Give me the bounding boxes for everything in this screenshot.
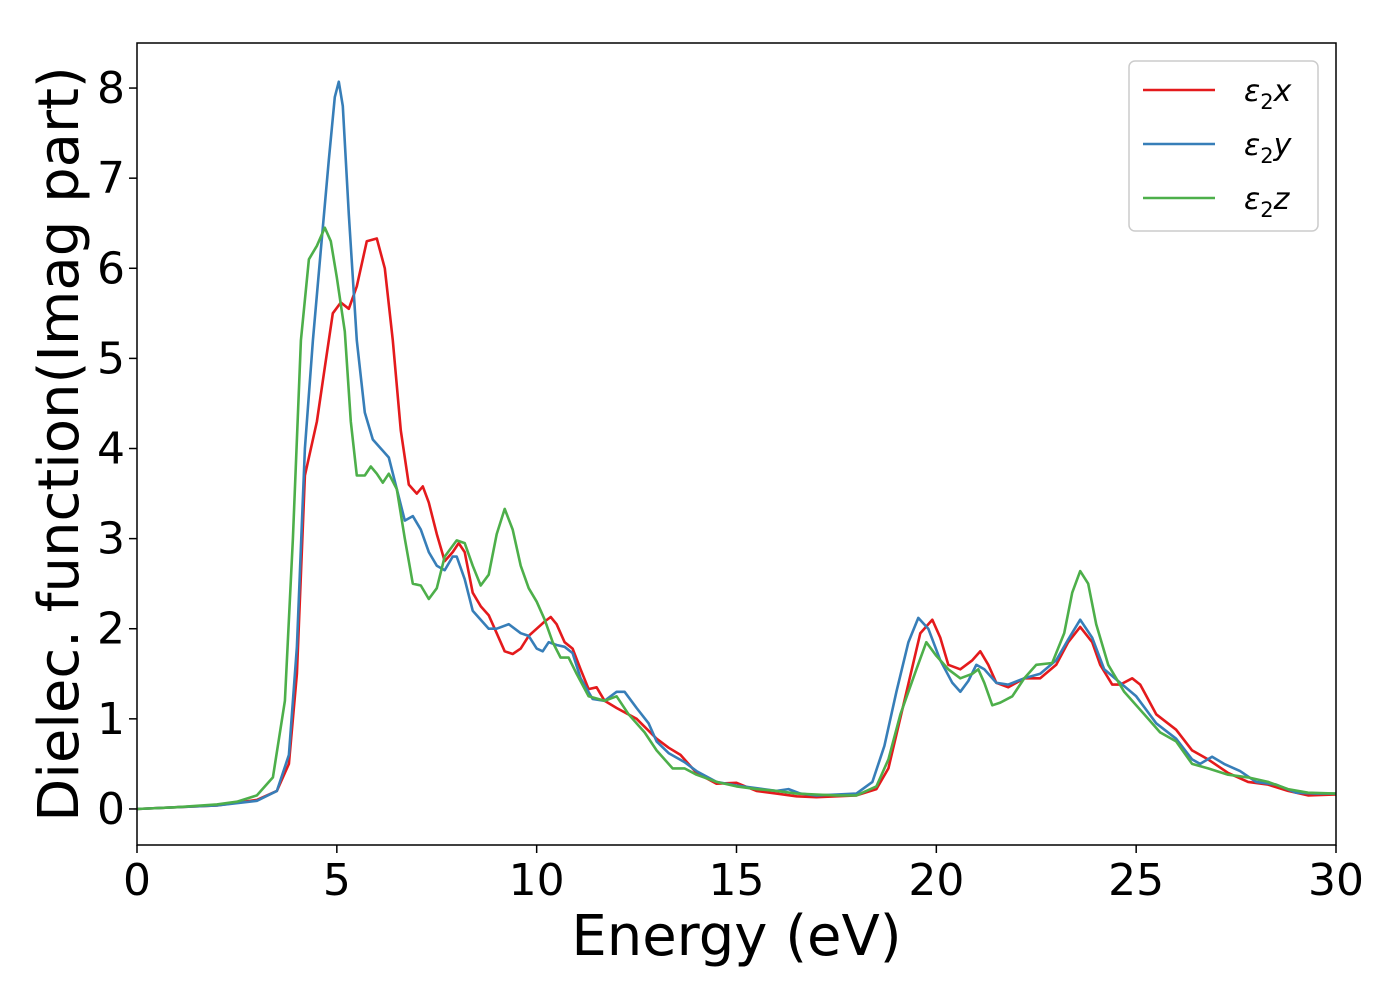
- x-tick-label: 20: [908, 855, 964, 906]
- y-tick-label: 5: [97, 333, 125, 384]
- legend: ε2x ε2y ε2z: [1128, 60, 1319, 232]
- series-line-y: [137, 80, 1336, 811]
- x-tick-label: 0: [123, 855, 151, 906]
- x-tick-label: 15: [709, 855, 765, 906]
- series-line-z: [137, 226, 1336, 811]
- legend-label-z: ε2z: [1244, 182, 1291, 222]
- x-axis: 0 5 10 15 20 25 30: [123, 845, 1364, 906]
- y-tick-label: 3: [97, 514, 125, 565]
- x-tick-label: 5: [323, 855, 351, 906]
- y-tick-label: 4: [97, 424, 125, 475]
- x-tick-label: 25: [1108, 855, 1164, 906]
- y-tick-label: 2: [97, 604, 125, 655]
- legend-box: [1128, 60, 1319, 232]
- y-tick-label: 8: [97, 63, 125, 114]
- y-tick-label: 6: [97, 243, 125, 294]
- series-layer: [137, 80, 1336, 811]
- y-tick-label: 1: [97, 694, 125, 745]
- legend-label-x: ε2x: [1244, 74, 1292, 114]
- y-tick-label: 7: [97, 153, 125, 204]
- y-tick-label: 0: [97, 784, 125, 835]
- x-tick-label: 30: [1308, 855, 1364, 906]
- x-axis-title: Energy (eV): [571, 904, 901, 969]
- legend-label-y: ε2y: [1244, 128, 1293, 168]
- y-axis: 0 1 2 3 4 5 6 7 8: [97, 63, 137, 835]
- y-axis-title: Dielec. function(Imag part): [27, 66, 92, 822]
- x-tick-label: 10: [509, 855, 565, 906]
